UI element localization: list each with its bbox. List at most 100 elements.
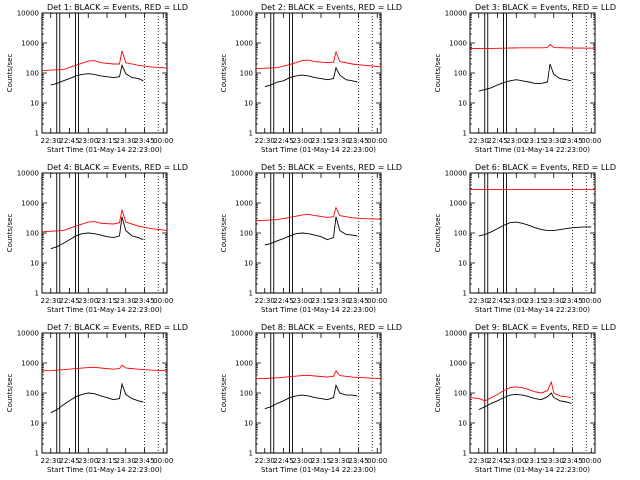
y-tick-label: 100 bbox=[454, 70, 467, 78]
x-tick-label: 23:45 bbox=[562, 297, 582, 305]
x-axis-label: Start Time (01-May-14 22:23:00) bbox=[475, 466, 590, 474]
events-series-line bbox=[264, 383, 358, 410]
panel-title: Det 4: BLACK = Events, RED = LLD bbox=[47, 163, 188, 172]
panel: Det 9: BLACK = Events, RED = LLD 1 10 100 10… bbox=[434, 323, 616, 474]
x-tick-label: 23:15 bbox=[97, 297, 117, 305]
y-tick-label: 1 bbox=[463, 130, 467, 138]
plot-frame bbox=[41, 332, 168, 454]
x-tick-label: 22:45 bbox=[487, 457, 507, 465]
panel-title: Det 1: BLACK = Events, RED = LLD bbox=[47, 3, 188, 12]
y-axis-label: Counts/sec bbox=[434, 374, 442, 413]
plot-frame bbox=[41, 172, 168, 294]
x-tick-label: 23:00 bbox=[78, 137, 98, 145]
y-tick-label: 10000 bbox=[445, 10, 467, 18]
lld-series-line bbox=[469, 380, 572, 402]
lld-series-line bbox=[255, 369, 382, 380]
events-series-line bbox=[264, 66, 358, 88]
lld-series-line bbox=[41, 364, 168, 372]
y-tick-label: 10 bbox=[244, 100, 253, 108]
y-tick-label: 10 bbox=[244, 260, 253, 268]
events-series-line bbox=[50, 216, 144, 250]
x-tick-label: 23:15 bbox=[311, 297, 331, 305]
y-axis-label: Counts/sec bbox=[220, 214, 228, 253]
x-tick-label: 23:00 bbox=[292, 137, 312, 145]
y-tick-label: 100 bbox=[26, 390, 39, 398]
y-tick-label: 1 bbox=[35, 450, 39, 458]
x-tick-label: 23:00 bbox=[78, 297, 98, 305]
y-axis-label: Counts/sec bbox=[220, 54, 228, 93]
x-tick-label: 23:15 bbox=[97, 137, 117, 145]
y-tick-label: 10000 bbox=[231, 330, 253, 338]
x-tick-label: 22:45 bbox=[59, 297, 79, 305]
x-tick-label: 23:30 bbox=[116, 297, 136, 305]
y-tick-label: 100 bbox=[26, 230, 39, 238]
y-tick-label: 10 bbox=[458, 100, 467, 108]
x-tick-label: 23:30 bbox=[544, 137, 564, 145]
x-tick-label: 23:00 bbox=[78, 457, 98, 465]
y-axis-label: Counts/sec bbox=[6, 374, 14, 413]
lld-series-line bbox=[255, 50, 382, 70]
x-tick-label: 23:30 bbox=[116, 457, 136, 465]
y-tick-label: 10000 bbox=[17, 170, 39, 178]
x-tick-label: 22:30 bbox=[41, 297, 61, 305]
y-tick-label: 10 bbox=[30, 420, 39, 428]
plot-frame bbox=[41, 12, 168, 134]
panel-title: Det 9: BLACK = Events, RED = LLD bbox=[475, 323, 616, 332]
x-tick-label: 23:30 bbox=[330, 297, 350, 305]
y-tick-label: 100 bbox=[240, 390, 253, 398]
x-axis-label: Start Time (01-May-14 22:23:00) bbox=[47, 306, 162, 314]
x-tick-label: 22:30 bbox=[41, 137, 61, 145]
panel: Det 8: BLACK = Events, RED = LLD 1 10 100 10… bbox=[220, 323, 402, 474]
x-tick-label: 22:30 bbox=[255, 137, 275, 145]
x-tick-label: 23:15 bbox=[311, 457, 331, 465]
x-tick-label: 23:15 bbox=[97, 457, 117, 465]
y-tick-label: 10 bbox=[458, 260, 467, 268]
plot-frame bbox=[255, 172, 382, 294]
plot-frame bbox=[255, 332, 382, 454]
y-tick-label: 10000 bbox=[445, 330, 467, 338]
x-tick-label: 23:30 bbox=[330, 457, 350, 465]
y-tick-label: 1 bbox=[463, 290, 467, 298]
y-tick-label: 1000 bbox=[21, 200, 39, 208]
x-tick-label: 00:00 bbox=[581, 137, 601, 145]
plot-frame bbox=[255, 12, 382, 134]
x-tick-label: 00:00 bbox=[153, 457, 173, 465]
x-axis-label: Start Time (01-May-14 22:23:00) bbox=[47, 466, 162, 474]
x-tick-label: 22:45 bbox=[273, 297, 293, 305]
y-tick-label: 1000 bbox=[449, 200, 467, 208]
lld-series-line bbox=[469, 43, 596, 50]
y-tick-label: 10 bbox=[30, 260, 39, 268]
panel-title: Det 6: BLACK = Events, RED = LLD bbox=[475, 163, 616, 172]
x-tick-label: 23:00 bbox=[506, 457, 526, 465]
plot-frame bbox=[469, 332, 596, 454]
panel: Det 7: BLACK = Events, RED = LLD 1 10 100 10… bbox=[6, 323, 188, 474]
x-tick-label: 22:30 bbox=[41, 457, 61, 465]
events-series-line bbox=[50, 63, 144, 86]
x-tick-label: 23:45 bbox=[348, 297, 368, 305]
x-tick-label: 23:15 bbox=[525, 457, 545, 465]
y-axis-label: Counts/sec bbox=[220, 374, 228, 413]
panel-title: Det 7: BLACK = Events, RED = LLD bbox=[47, 323, 188, 332]
y-tick-label: 1 bbox=[35, 130, 39, 138]
x-tick-label: 23:30 bbox=[544, 457, 564, 465]
panel: Det 4: BLACK = Events, RED = LLD 1 10 100 10… bbox=[6, 163, 188, 314]
y-tick-label: 1000 bbox=[21, 360, 39, 368]
x-tick-label: 00:00 bbox=[581, 457, 601, 465]
x-tick-label: 23:45 bbox=[134, 457, 154, 465]
y-tick-label: 1 bbox=[463, 450, 467, 458]
y-tick-label: 1000 bbox=[235, 40, 253, 48]
x-tick-label: 23:45 bbox=[134, 297, 154, 305]
y-axis-label: Counts/sec bbox=[434, 54, 442, 93]
y-tick-label: 10 bbox=[244, 420, 253, 428]
x-tick-label: 22:45 bbox=[273, 457, 293, 465]
x-tick-label: 23:45 bbox=[562, 457, 582, 465]
panel-title: Det 3: BLACK = Events, RED = LLD bbox=[475, 3, 616, 12]
y-axis-label: Counts/sec bbox=[434, 214, 442, 253]
y-tick-label: 10 bbox=[458, 420, 467, 428]
y-tick-label: 10000 bbox=[445, 170, 467, 178]
y-tick-label: 10 bbox=[30, 100, 39, 108]
y-tick-label: 100 bbox=[240, 230, 253, 238]
panel: Det 6: BLACK = Events, RED = LLD 1 10 100 10… bbox=[434, 163, 616, 314]
x-tick-label: 23:30 bbox=[116, 137, 136, 145]
